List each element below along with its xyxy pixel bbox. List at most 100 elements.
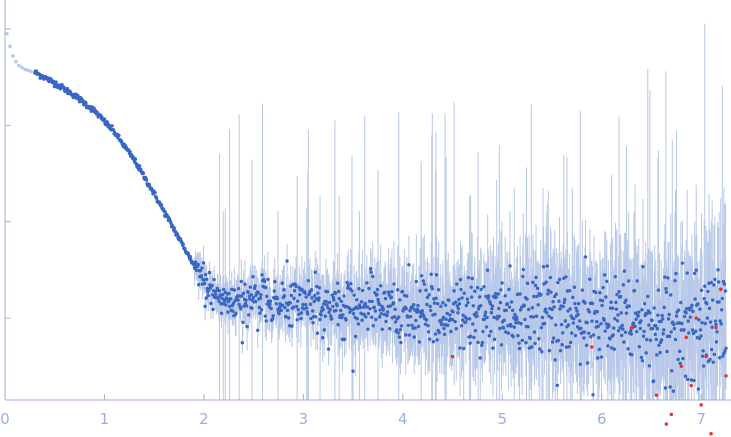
data-point bbox=[210, 293, 215, 297]
data-point bbox=[305, 306, 309, 310]
data-point bbox=[534, 275, 538, 280]
data-point bbox=[679, 300, 683, 305]
outlier-point bbox=[709, 432, 713, 436]
data-point bbox=[550, 307, 554, 312]
data-point bbox=[265, 294, 269, 299]
data-point bbox=[194, 268, 199, 272]
data-point bbox=[386, 290, 391, 294]
data-point bbox=[557, 299, 561, 303]
data-point bbox=[368, 306, 372, 311]
data-point bbox=[471, 322, 475, 326]
data-point bbox=[335, 303, 339, 308]
data-point bbox=[542, 321, 547, 326]
data-point bbox=[646, 294, 650, 299]
data-point bbox=[503, 294, 507, 298]
excluded-point bbox=[29, 69, 33, 74]
data-point bbox=[389, 295, 394, 299]
data-point bbox=[301, 302, 305, 307]
data-point bbox=[530, 305, 535, 310]
data-point bbox=[699, 288, 704, 293]
data-point bbox=[624, 311, 629, 315]
data-point bbox=[493, 292, 498, 296]
data-point bbox=[282, 288, 286, 292]
data-point bbox=[478, 356, 482, 360]
data-point bbox=[620, 323, 624, 328]
data-point bbox=[691, 309, 695, 314]
outlier-point bbox=[654, 393, 659, 397]
data-point bbox=[601, 285, 605, 290]
data-point bbox=[641, 264, 645, 269]
data-point bbox=[454, 300, 458, 304]
data-point bbox=[498, 326, 502, 331]
excluded-point bbox=[5, 31, 9, 36]
data-point bbox=[199, 274, 204, 278]
data-point bbox=[587, 331, 591, 336]
data-point bbox=[473, 289, 477, 293]
data-point bbox=[292, 289, 297, 293]
data-point bbox=[499, 343, 504, 347]
data-point bbox=[573, 333, 578, 338]
data-point bbox=[571, 321, 576, 325]
data-point bbox=[576, 301, 581, 306]
data-point bbox=[698, 328, 703, 332]
data-point bbox=[604, 295, 608, 299]
data-point bbox=[373, 309, 378, 313]
excluded-point bbox=[8, 44, 12, 49]
data-point bbox=[163, 210, 167, 214]
data-point bbox=[226, 299, 231, 304]
data-point bbox=[723, 289, 728, 293]
data-point bbox=[519, 322, 523, 326]
data-point bbox=[357, 287, 361, 291]
data-point bbox=[676, 357, 680, 362]
data-point bbox=[480, 340, 485, 345]
data-point bbox=[457, 302, 462, 306]
data-point bbox=[133, 157, 138, 161]
data-point bbox=[722, 282, 727, 286]
data-point bbox=[659, 338, 664, 342]
data-point bbox=[612, 326, 616, 330]
data-point bbox=[505, 302, 510, 306]
data-point bbox=[342, 337, 347, 342]
data-point bbox=[549, 316, 554, 320]
data-point bbox=[54, 80, 58, 84]
data-point bbox=[692, 271, 697, 276]
data-point bbox=[273, 279, 277, 284]
data-point bbox=[697, 318, 701, 322]
data-point bbox=[429, 272, 433, 276]
data-point bbox=[553, 358, 557, 362]
data-point bbox=[454, 326, 458, 331]
data-point bbox=[585, 361, 590, 365]
data-point bbox=[699, 334, 703, 338]
data-point bbox=[521, 267, 525, 272]
data-point bbox=[705, 301, 709, 306]
data-point bbox=[492, 337, 497, 342]
data-point bbox=[599, 322, 603, 326]
data-point bbox=[470, 276, 474, 281]
data-point bbox=[712, 283, 716, 287]
x-tick-label: 7 bbox=[696, 410, 706, 428]
data-point bbox=[564, 345, 569, 349]
data-point bbox=[141, 171, 146, 176]
data-point bbox=[703, 284, 707, 288]
data-point bbox=[566, 323, 571, 327]
data-points-group bbox=[33, 69, 728, 397]
data-point bbox=[453, 319, 457, 324]
data-point bbox=[388, 327, 392, 331]
data-point bbox=[590, 301, 595, 306]
data-point bbox=[665, 349, 669, 354]
data-point bbox=[318, 317, 322, 322]
data-point bbox=[279, 308, 283, 313]
data-point bbox=[234, 311, 238, 315]
data-point bbox=[709, 347, 714, 352]
data-point bbox=[496, 292, 500, 296]
data-point bbox=[689, 378, 694, 382]
data-point bbox=[459, 287, 463, 292]
data-point bbox=[331, 304, 335, 309]
data-point bbox=[621, 283, 626, 287]
data-point bbox=[360, 318, 364, 322]
data-point bbox=[399, 340, 403, 345]
data-point bbox=[666, 317, 671, 321]
data-point bbox=[285, 308, 290, 313]
data-point bbox=[413, 308, 417, 312]
